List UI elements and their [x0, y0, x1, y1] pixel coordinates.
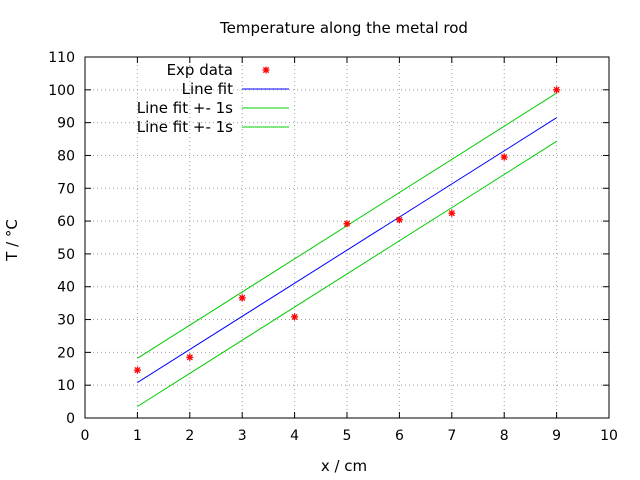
x-tick-label: 5 [343, 428, 352, 444]
y-tick-label: 90 [57, 116, 75, 132]
legend-label: Exp data [167, 61, 233, 79]
x-tick-label: 10 [600, 428, 618, 444]
x-tick-label: 0 [81, 428, 90, 444]
legend-star-marker [262, 66, 270, 74]
legend-label: Line fit +- 1s [137, 99, 233, 117]
plot-frame [84, 56, 610, 419]
y-axis-label: T / °C [3, 219, 21, 262]
data-point [395, 216, 403, 224]
y-tick-label: 20 [57, 345, 75, 361]
data-point [343, 220, 351, 228]
y-tick-label: 10 [57, 378, 75, 394]
data-point [553, 86, 561, 94]
data-point [133, 366, 141, 374]
y-tick-label: 50 [57, 247, 75, 263]
data-point [291, 313, 299, 321]
x-tick-label: 1 [133, 428, 142, 444]
x-tick-label: 7 [447, 428, 456, 444]
y-tick-label: 30 [57, 313, 75, 329]
x-tick-label: 3 [238, 428, 247, 444]
x-tick-label: 4 [290, 428, 299, 444]
grid [85, 57, 609, 418]
x-tick-label: 2 [185, 428, 194, 444]
data-point [238, 294, 246, 302]
chart-title: Temperature along the metal rod [219, 19, 468, 37]
series-line-2 [137, 117, 557, 383]
data-point [448, 209, 456, 217]
data-point [186, 353, 194, 361]
legend-label: Line fit [182, 80, 233, 98]
y-tick-label: 60 [57, 214, 75, 230]
y-tick-label: 0 [66, 411, 75, 427]
legend-label: Line fit +- 1s [137, 118, 233, 136]
y-tick-label: 110 [48, 50, 75, 66]
series-line-4 [137, 140, 557, 407]
x-tick-label: 9 [552, 428, 561, 444]
plot-points [133, 86, 561, 374]
y-tick-label: 100 [48, 83, 75, 99]
y-tick-label: 70 [57, 181, 75, 197]
x-tick-label: 8 [500, 428, 509, 444]
data-point [500, 153, 508, 161]
x-axis-label: x / cm [321, 457, 367, 475]
y-tick-label: 40 [57, 280, 75, 296]
x-tick-label: 6 [395, 428, 404, 444]
y-tick-label: 80 [57, 148, 75, 164]
